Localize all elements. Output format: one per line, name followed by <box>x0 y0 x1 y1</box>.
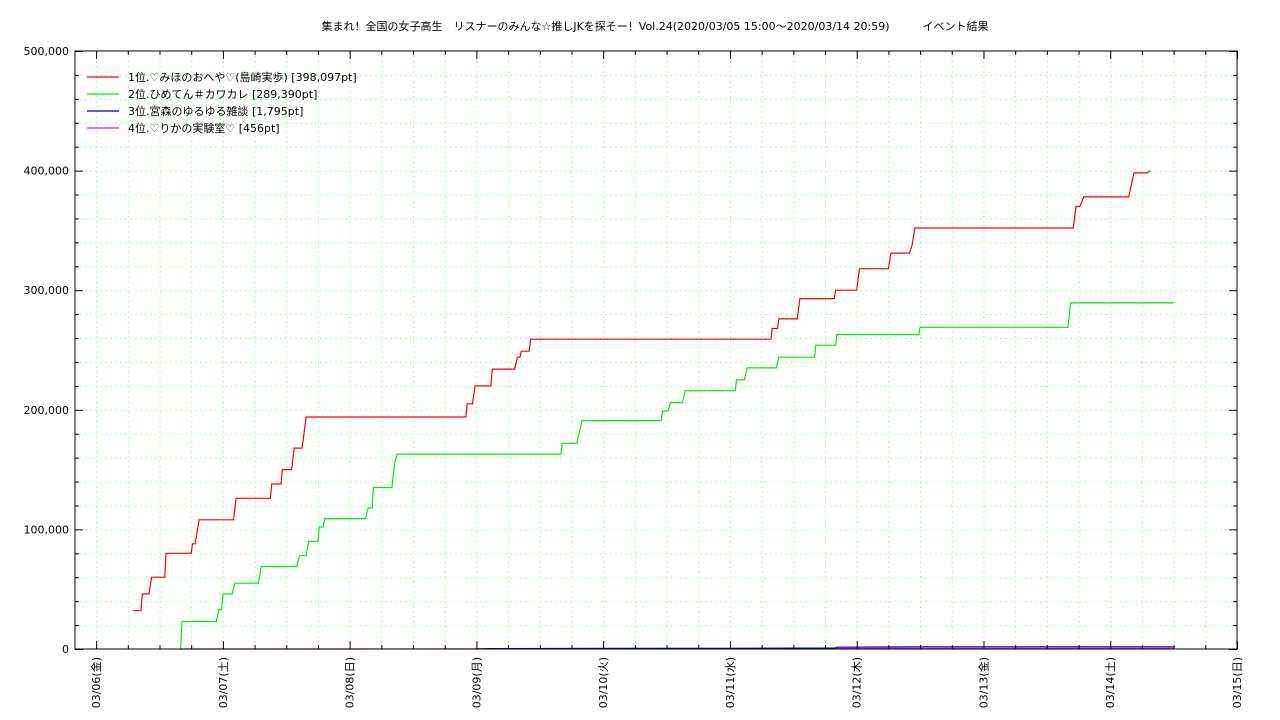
legend-label: 4位.♡りかの実験室♡ [456pt] <box>128 121 280 135</box>
plot-frame <box>74 50 1238 650</box>
y-tick-label: 100,000 <box>24 523 70 536</box>
y-tick-label: 0 <box>62 643 69 656</box>
x-tick-label: 03/08(日) <box>344 657 357 708</box>
x-tick-label: 03/13(金) <box>976 657 990 708</box>
axis-ticks: 0 100,000 200,000 300,000 400,000 500,000 03/0… <box>24 45 1245 708</box>
series-line-1 <box>133 170 1151 612</box>
legend-label: 3位.宮森のゆるゆる雑談 [1,795pt] <box>128 104 303 118</box>
y-tick-label: 300,000 <box>24 284 70 297</box>
legend: 1位.♡みほのおへや♡(島崎実歩) [398,097pt] 2位.ひめてん＃カワカ… <box>87 70 357 135</box>
y-tick-label: 500,000 <box>24 45 70 58</box>
y-tick-label: 400,000 <box>24 165 70 178</box>
chart-title: 集まれ！全国の女子高生 リスナーのみんな☆推しJKを探そー！Vol.24(202… <box>321 19 988 33</box>
x-tick-label: 03/14(土) <box>1104 657 1117 708</box>
x-tick-label: 03/09(月) <box>470 657 483 708</box>
x-tick-label: 03/06(金) <box>89 657 103 708</box>
legend-label: 1位.♡みほのおへや♡(島崎実歩) [398,097pt] <box>128 70 357 84</box>
series-line-2 <box>180 302 1174 650</box>
x-tick-label: 03/12(木) <box>851 657 864 708</box>
series-lines <box>133 170 1174 650</box>
x-tick-label: 03/11(水) <box>724 657 737 708</box>
x-tick-label: 03/15(日) <box>1231 657 1244 708</box>
x-tick-label: 03/07(土) <box>217 657 230 708</box>
x-tick-label: 03/10(火) <box>597 657 610 708</box>
grid <box>75 51 1237 649</box>
legend-label: 2位.ひめてん＃カワカレ [289,390pt] <box>128 87 317 101</box>
y-tick-label: 200,000 <box>24 404 70 417</box>
